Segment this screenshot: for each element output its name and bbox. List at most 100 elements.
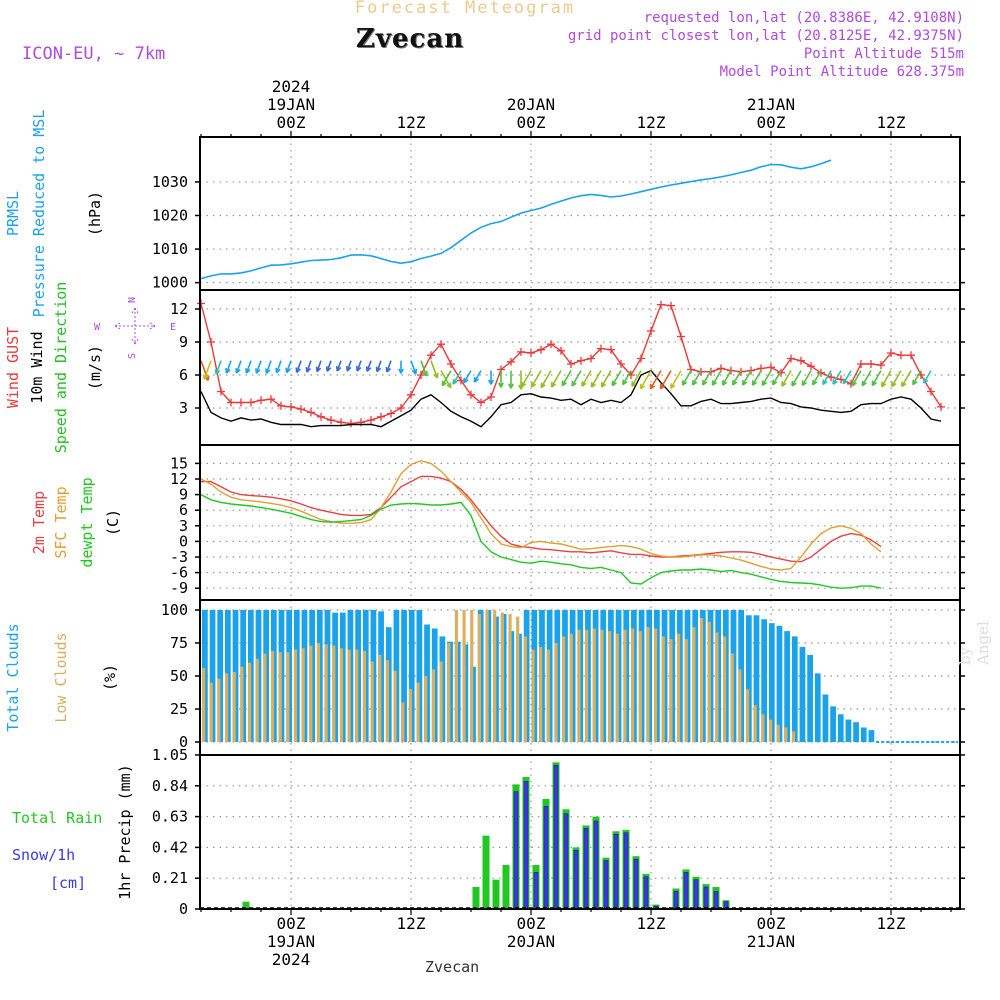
wind-arrow-head	[498, 382, 504, 388]
gust-marker	[417, 371, 425, 379]
low-cloud-bar	[753, 705, 757, 742]
gust-marker	[437, 340, 445, 349]
snow-bar	[583, 828, 589, 910]
gust-marker	[277, 401, 285, 410]
ytick-label-precip: 0.21	[152, 869, 188, 887]
wind-direction-arrow	[822, 370, 832, 385]
wind-direction-arrow	[711, 370, 722, 386]
ylabel-temp-2: dewpt Temp	[78, 477, 96, 567]
wind-arrow-head	[649, 383, 656, 390]
wind-arrow-head	[801, 380, 808, 387]
wind-arrow-head	[422, 370, 428, 377]
wind-direction-arrow	[386, 360, 392, 373]
wind-arrow-head	[880, 381, 887, 388]
wind-arrow-head	[214, 369, 221, 375]
footer-location: Zvecan	[425, 958, 480, 976]
ytick-label-wind: 9	[179, 333, 188, 351]
low-cloud-bar	[362, 650, 367, 742]
panel-frame-pressure	[199, 136, 961, 291]
bottom-time-label: 19JAN	[267, 932, 315, 951]
gust-marker	[507, 357, 515, 366]
gust-marker	[677, 332, 685, 341]
total-cloud-bar	[799, 646, 806, 742]
precip-side-label-2: [cm]	[50, 874, 86, 892]
wind-arrow-head	[446, 382, 452, 389]
low-cloud-bar	[355, 649, 359, 742]
rain-bar	[472, 887, 480, 909]
ylabel-clouds-2: (%)	[101, 664, 119, 691]
ylabel-temp-1: SFC Temp	[52, 486, 70, 558]
precip-side-label-1: Snow/1h	[12, 846, 75, 864]
series-2m-temp	[201, 475, 882, 563]
wind-arrow-head	[659, 383, 666, 390]
compass-rose-icon	[114, 307, 156, 345]
gust-marker	[767, 363, 775, 372]
wind-arrow-head	[561, 380, 567, 387]
rain-bar	[492, 879, 500, 909]
location-title: Zvecan	[355, 24, 465, 54]
bottom-time-label: 00Z	[517, 914, 546, 933]
ytick-label-pressure: 1000	[152, 274, 188, 292]
top-time-label: 12Z	[397, 113, 426, 132]
ytick-label-wind: 12	[170, 300, 188, 318]
low-cloud-bar	[332, 645, 336, 742]
wind-arrow-head	[411, 368, 418, 375]
gust-marker	[777, 368, 785, 377]
gust-marker	[207, 338, 215, 346]
snow-bar	[573, 850, 579, 910]
wind-arrow-head	[771, 379, 778, 386]
wind-direction-arrow	[702, 370, 712, 386]
low-cloud-bar	[347, 649, 351, 742]
wind-arrow-head	[473, 376, 479, 383]
rain-bar	[242, 901, 250, 909]
wind-arrow-head	[923, 378, 929, 384]
wind-direction-arrow	[581, 370, 592, 387]
total-cloud-bar	[837, 714, 844, 742]
wind-arrow-head	[365, 366, 372, 372]
wind-arrow-head	[842, 378, 848, 385]
gust-marker	[397, 404, 405, 412]
ytick-label-clouds: 0	[179, 733, 188, 751]
ylabel-pressure-0: PRMSL	[4, 191, 22, 236]
snow-bar	[593, 820, 599, 910]
wind-direction-arrow	[631, 370, 642, 387]
wind-direction-arrow	[600, 370, 612, 388]
wind-direction-arrow	[891, 370, 902, 387]
wind-arrow-head	[463, 377, 469, 384]
ylabel-clouds-1: Low Clouds	[52, 632, 70, 722]
top-time-label: 21JAN	[747, 95, 795, 114]
snow-bar	[603, 860, 609, 910]
low-cloud-bar	[638, 631, 642, 742]
low-cloud-bar	[431, 669, 435, 742]
gridpoint-coords: grid point closest lon,lat (20.8125E, 42…	[567, 28, 964, 44]
low-cloud-bar	[316, 643, 321, 742]
low-cloud-bar	[677, 633, 681, 742]
top-time-label: 00Z	[517, 113, 546, 132]
low-cloud-bar	[608, 631, 612, 742]
ylabel-precip-0: 1hr Precip (mm)	[116, 764, 134, 899]
gust-marker	[557, 346, 565, 355]
gust-marker	[267, 395, 275, 404]
gust-marker	[857, 360, 865, 368]
wind-arrow-head	[751, 380, 758, 386]
wind-arrow-head	[912, 379, 918, 386]
panel-pressure: 1000 1010 1020 1030 PRMSL Pressure Reduced to…	[4, 110, 965, 317]
panel-frame-temp	[199, 444, 961, 601]
panel-frame-precip	[199, 754, 961, 910]
gust-marker	[817, 368, 825, 377]
wind-arrow-head	[235, 368, 241, 374]
gust-marker	[687, 365, 695, 374]
gust-marker	[537, 345, 545, 354]
low-cloud-bar	[202, 668, 206, 742]
ytick-label-precip: 0.63	[152, 808, 188, 826]
wind-arrow-head	[375, 366, 382, 373]
ytick-label-precip: 0.42	[152, 838, 188, 856]
ylabel-wind-0: Wind GUST	[4, 327, 22, 408]
ytick-label-temp: -6	[170, 564, 188, 582]
wind-arrow-head	[721, 380, 728, 386]
wind-arrow-head	[832, 379, 838, 385]
wind-arrow-head	[275, 367, 281, 374]
wind-direction-arrow	[356, 360, 362, 372]
wind-direction-arrow	[550, 370, 562, 388]
